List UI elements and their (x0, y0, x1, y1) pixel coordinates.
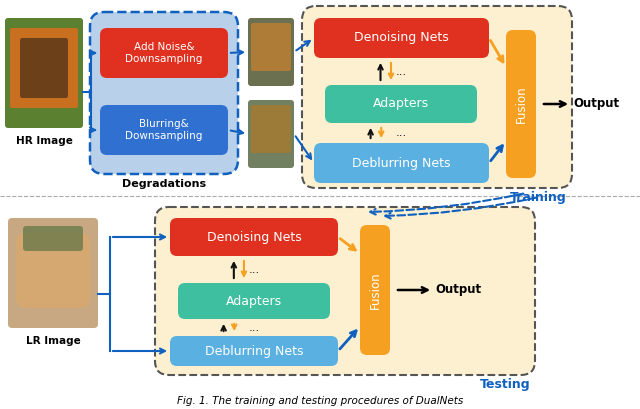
FancyBboxPatch shape (360, 225, 390, 355)
FancyBboxPatch shape (90, 12, 238, 174)
Text: Deblurring Nets: Deblurring Nets (205, 344, 303, 357)
FancyBboxPatch shape (251, 23, 291, 71)
FancyBboxPatch shape (325, 85, 477, 123)
Text: LR Image: LR Image (26, 336, 81, 346)
FancyBboxPatch shape (251, 105, 291, 153)
FancyBboxPatch shape (10, 28, 78, 108)
FancyBboxPatch shape (5, 18, 83, 128)
Text: Denoising Nets: Denoising Nets (354, 31, 449, 45)
Text: Degradations: Degradations (122, 179, 206, 189)
FancyBboxPatch shape (100, 105, 228, 155)
FancyBboxPatch shape (23, 226, 83, 251)
FancyBboxPatch shape (170, 218, 338, 256)
FancyBboxPatch shape (314, 18, 489, 58)
Text: Adapters: Adapters (226, 294, 282, 308)
Text: Adapters: Adapters (373, 97, 429, 110)
Text: ...: ... (396, 65, 407, 78)
FancyBboxPatch shape (8, 218, 98, 328)
Text: ...: ... (396, 126, 406, 139)
Text: Testing: Testing (479, 378, 530, 391)
FancyBboxPatch shape (248, 100, 294, 168)
FancyBboxPatch shape (314, 143, 489, 183)
Text: Output: Output (435, 283, 481, 297)
Text: Fig. 1. The training and testing procedures of DualNets: Fig. 1. The training and testing procedu… (177, 396, 463, 406)
FancyBboxPatch shape (302, 6, 572, 188)
Text: Fusion: Fusion (515, 85, 527, 123)
Text: Training: Training (510, 191, 567, 204)
FancyBboxPatch shape (178, 283, 330, 319)
Text: Deblurring Nets: Deblurring Nets (352, 157, 451, 169)
Text: Fusion: Fusion (369, 271, 381, 309)
Text: HR Image: HR Image (15, 136, 72, 146)
Text: Blurring&
Downsampling: Blurring& Downsampling (125, 119, 203, 141)
FancyBboxPatch shape (16, 233, 90, 308)
FancyBboxPatch shape (506, 30, 536, 178)
Text: ...: ... (248, 263, 260, 276)
FancyBboxPatch shape (155, 207, 535, 375)
Text: ...: ... (248, 321, 260, 334)
Text: Add Noise&
Downsampling: Add Noise& Downsampling (125, 42, 203, 64)
Text: Output: Output (573, 97, 619, 110)
FancyBboxPatch shape (170, 336, 338, 366)
FancyBboxPatch shape (100, 28, 228, 78)
Text: Denoising Nets: Denoising Nets (207, 231, 301, 243)
FancyBboxPatch shape (20, 38, 68, 98)
FancyBboxPatch shape (248, 18, 294, 86)
